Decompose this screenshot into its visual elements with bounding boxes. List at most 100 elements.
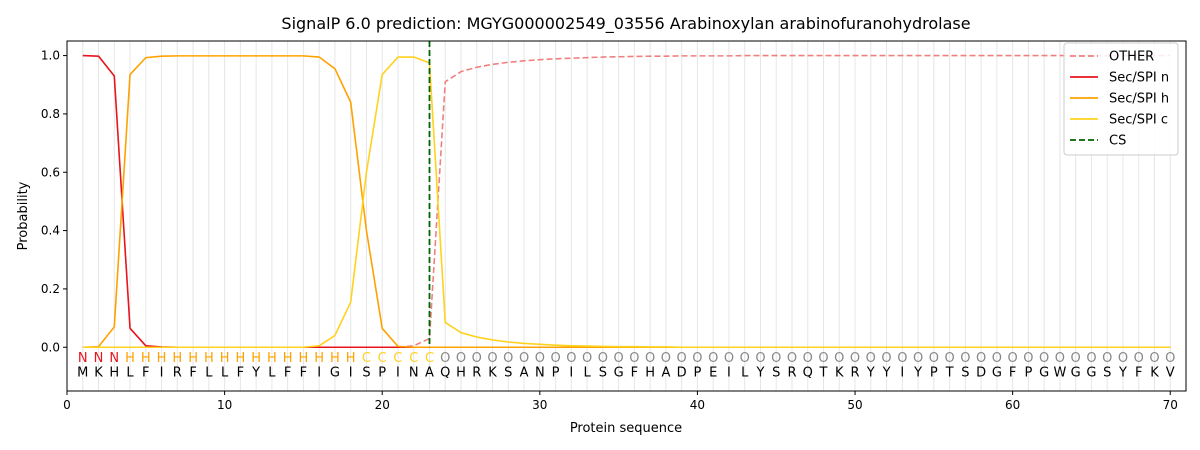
sequence-residue: G bbox=[1071, 365, 1081, 380]
region-label: H bbox=[283, 351, 293, 366]
region-label: O bbox=[897, 351, 907, 366]
region-label: O bbox=[629, 351, 639, 366]
legend-box bbox=[1063, 42, 1179, 156]
legend-label: CS bbox=[1109, 134, 1126, 149]
sequence-residue: H bbox=[645, 365, 655, 380]
sequence-residue: I bbox=[900, 365, 904, 380]
sequence-residue: A bbox=[520, 365, 529, 380]
region-label: H bbox=[157, 351, 167, 366]
region-label: C bbox=[362, 351, 371, 366]
region-label: O bbox=[708, 351, 718, 366]
sequence-residue: Y bbox=[913, 365, 922, 380]
sequence-residue: W bbox=[1053, 365, 1066, 380]
region-label: O bbox=[724, 351, 734, 366]
y-tick-label: 0.4 bbox=[41, 224, 60, 238]
sequence-residue: Y bbox=[866, 365, 875, 380]
sequence-residue: S bbox=[772, 365, 780, 380]
x-tick-label: 0 bbox=[63, 398, 71, 412]
sequence-residue: G bbox=[614, 365, 624, 380]
region-label: O bbox=[535, 351, 545, 366]
y-tick-label: 1.0 bbox=[41, 49, 60, 63]
sequence-residue: M bbox=[77, 365, 88, 380]
region-label: O bbox=[677, 351, 687, 366]
region-label: N bbox=[94, 351, 104, 366]
region-label: O bbox=[487, 351, 497, 366]
sequence-residue: S bbox=[504, 365, 512, 380]
sequence-residue: P bbox=[694, 365, 702, 380]
sequence-residue: P bbox=[1024, 365, 1032, 380]
region-label: H bbox=[251, 351, 261, 366]
region-label: O bbox=[566, 351, 576, 366]
region-label: O bbox=[787, 351, 797, 366]
region-label: C bbox=[378, 351, 387, 366]
region-label: H bbox=[314, 351, 324, 366]
region-label: O bbox=[960, 351, 970, 366]
sequence-residue: I bbox=[569, 365, 573, 380]
region-label: O bbox=[1149, 351, 1159, 366]
sequence-residue: F bbox=[1135, 365, 1142, 380]
sequence-residue: S bbox=[362, 365, 370, 380]
sequence-residue: Q bbox=[803, 365, 813, 380]
region-label: H bbox=[204, 351, 214, 366]
region-label: C bbox=[409, 351, 418, 366]
x-tick-label: 70 bbox=[1163, 398, 1178, 412]
y-axis-label: Probability bbox=[16, 181, 31, 250]
region-label: O bbox=[1039, 351, 1049, 366]
sequence-residue: F bbox=[237, 365, 244, 380]
x-tick-label: 30 bbox=[532, 398, 547, 412]
sequence-residue: Y bbox=[251, 365, 260, 380]
region-label: H bbox=[125, 351, 135, 366]
sequence-residue: R bbox=[472, 365, 481, 380]
legend-label: Sec/SPI h bbox=[1109, 92, 1169, 107]
region-label: H bbox=[141, 351, 151, 366]
region-label: O bbox=[1086, 351, 1096, 366]
region-label: C bbox=[425, 351, 434, 366]
region-label: O bbox=[803, 351, 813, 366]
sequence-residue: I bbox=[396, 365, 400, 380]
sequence-residue: P bbox=[930, 365, 938, 380]
region-label: H bbox=[220, 351, 230, 366]
y-tick-label: 0.8 bbox=[41, 107, 60, 121]
region-label: H bbox=[172, 351, 182, 366]
region-label: O bbox=[1055, 351, 1065, 366]
region-label: O bbox=[582, 351, 592, 366]
sequence-residue: I bbox=[349, 365, 353, 380]
region-label: O bbox=[913, 351, 923, 366]
sequence-residue: T bbox=[945, 365, 954, 380]
x-tick-label: 60 bbox=[1005, 398, 1020, 412]
sequence-residue: N bbox=[409, 365, 419, 380]
sequence-residue: V bbox=[1166, 365, 1175, 380]
chart-title: SignalP 6.0 prediction: MGYG000002549_03… bbox=[281, 14, 970, 34]
region-label: N bbox=[109, 351, 119, 366]
region-label: O bbox=[519, 351, 529, 366]
region-label: O bbox=[598, 351, 608, 366]
sequence-residue: H bbox=[456, 365, 466, 380]
region-label: O bbox=[1165, 351, 1175, 366]
region-label: O bbox=[692, 351, 702, 366]
region-label: O bbox=[866, 351, 876, 366]
region-label: H bbox=[330, 351, 340, 366]
region-label: O bbox=[976, 351, 986, 366]
sequence-residue: T bbox=[819, 365, 828, 380]
region-label: O bbox=[755, 351, 765, 366]
sequence-residue: L bbox=[221, 365, 229, 380]
sequence-residue: F bbox=[631, 365, 638, 380]
region-label: O bbox=[881, 351, 891, 366]
sequence-residue: K bbox=[94, 365, 103, 380]
sequence-residue: F bbox=[142, 365, 149, 380]
region-label: O bbox=[1102, 351, 1112, 366]
y-tick-label: 0.2 bbox=[41, 282, 60, 296]
region-label: O bbox=[614, 351, 624, 366]
sequence-residue: K bbox=[488, 365, 497, 380]
region-label: O bbox=[771, 351, 781, 366]
sequence-residue: G bbox=[992, 365, 1002, 380]
x-tick-label: 40 bbox=[690, 398, 705, 412]
sequence-residue: L bbox=[741, 365, 749, 380]
region-label: O bbox=[818, 351, 828, 366]
sequence-residue: Y bbox=[755, 365, 764, 380]
sequence-residue: A bbox=[425, 365, 434, 380]
x-tick-label: 50 bbox=[847, 398, 862, 412]
region-label: H bbox=[346, 351, 356, 366]
sequence-residue: I bbox=[727, 365, 731, 380]
